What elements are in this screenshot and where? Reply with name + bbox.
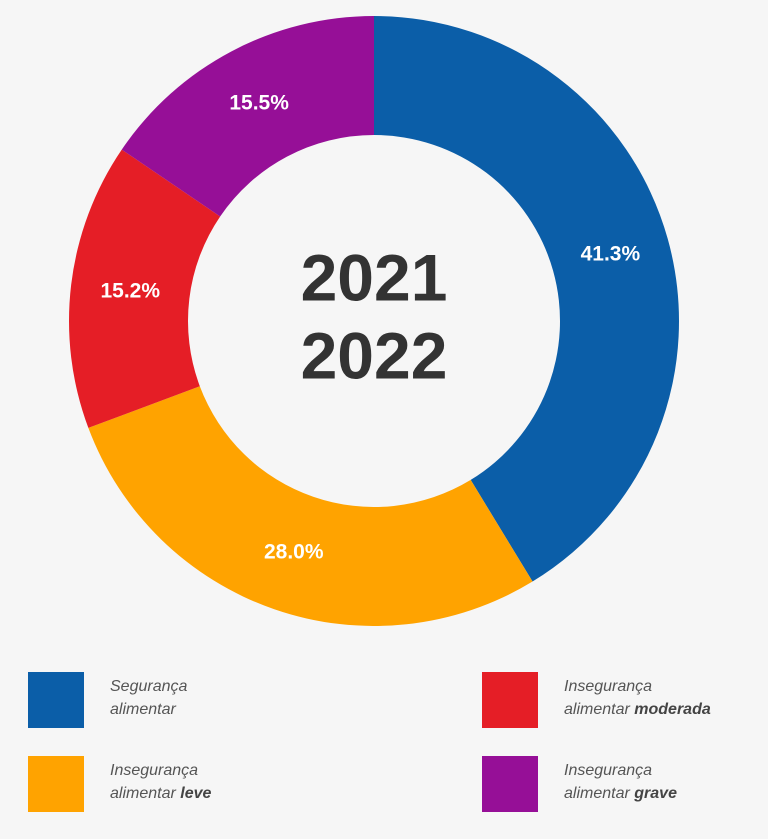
donut-slice — [374, 16, 679, 582]
slice-label: 15.2% — [100, 279, 160, 302]
donut-slice — [69, 149, 221, 428]
legend-label-text: Insegurança alimentar — [564, 678, 653, 718]
donut-slice — [88, 386, 533, 626]
legend-label: Insegurança alimentar leve — [110, 759, 211, 805]
legend-swatch — [482, 672, 538, 728]
legend-label-text: Insegurança alimentar — [564, 762, 653, 802]
legend-swatch — [482, 756, 538, 812]
donut-slice — [121, 16, 375, 217]
legend-label-emphasis: grave — [634, 785, 677, 802]
slice-label: 41.3% — [581, 242, 641, 265]
legend-label: Insegurança alimentar grave — [564, 759, 677, 805]
legend-label-emphasis: moderada — [634, 701, 711, 718]
legend-label: Segurança alimentar — [110, 675, 187, 721]
legend-label-emphasis: leve — [180, 785, 212, 802]
center-label: 2022 — [301, 318, 448, 392]
center-label: 2021 — [301, 240, 448, 314]
legend-label: Insegurança alimentar moderada — [564, 675, 711, 721]
legend-swatch — [28, 756, 84, 812]
legend-label-text: Segurança alimentar — [110, 678, 188, 718]
slice-label: 28.0% — [264, 541, 324, 564]
legend-swatch — [28, 672, 84, 728]
slice-label: 15.5% — [229, 92, 289, 115]
legend-label-text: Insegurança alimentar — [110, 762, 199, 802]
